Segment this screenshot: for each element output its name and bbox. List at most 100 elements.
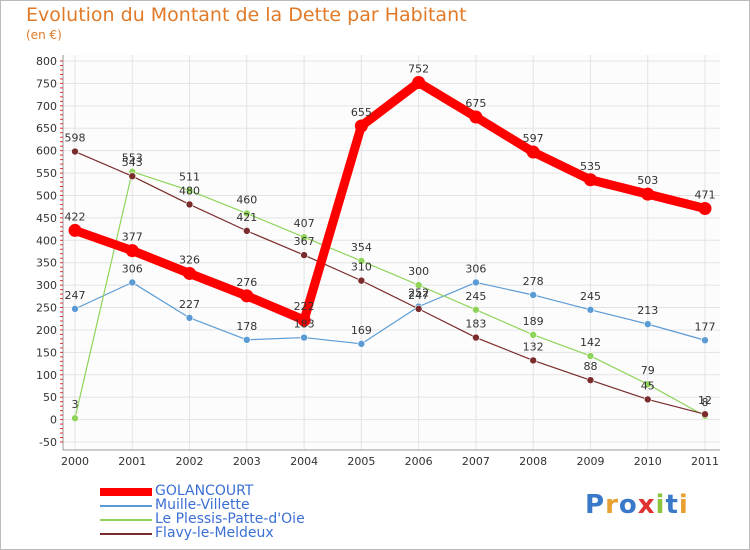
data-point	[414, 305, 423, 313]
logo-letter: i	[678, 490, 689, 520]
logo-letter: x	[637, 490, 656, 520]
data-point	[586, 352, 595, 360]
data-label: 79	[641, 364, 655, 377]
y-tick-label: -50	[39, 436, 57, 449]
x-tick-label: 2007	[462, 455, 490, 468]
y-tick-label: 700	[36, 100, 57, 113]
data-point	[529, 331, 537, 339]
data-point	[701, 410, 709, 419]
data-label: 306	[122, 262, 143, 275]
logo-letter: t	[665, 490, 679, 520]
logo-letter: r	[605, 490, 619, 520]
series-line-1	[74, 281, 706, 345]
data-point	[701, 336, 709, 345]
x-tick-label: 2008	[519, 455, 547, 468]
data-label: 169	[351, 324, 372, 337]
data-label: 247	[65, 289, 86, 302]
data-point	[529, 356, 537, 365]
x-tick-label: 2010	[634, 455, 662, 468]
data-label: 422	[65, 210, 86, 223]
y-tick-label: 500	[36, 189, 57, 202]
y-tick-label: 600	[36, 145, 57, 158]
data-point	[300, 251, 308, 259]
data-point	[71, 414, 79, 423]
data-point	[185, 186, 194, 195]
data-label: 88	[583, 360, 597, 373]
data-label: 354	[351, 241, 372, 254]
data-label: 535	[580, 160, 601, 173]
y-tick-label: 300	[36, 279, 57, 292]
data-point	[125, 244, 139, 258]
data-point	[583, 173, 597, 187]
x-tick-label: 2009	[576, 455, 604, 468]
data-label: 503	[637, 174, 658, 187]
legend-label: Le Plessis-Patte-d'Oie	[155, 511, 305, 527]
data-label: 8	[702, 396, 709, 409]
data-label: 675	[465, 97, 486, 110]
data-label: 377	[122, 231, 143, 244]
data-point	[185, 200, 194, 209]
data-label: 245	[465, 290, 486, 303]
legend-swatch	[100, 533, 152, 535]
data-point	[240, 289, 254, 303]
data-point	[71, 305, 79, 313]
x-tick-label: 2002	[176, 455, 204, 468]
y-tick-label: 100	[36, 369, 57, 382]
legend-swatch	[100, 488, 152, 496]
data-point	[526, 145, 540, 159]
data-label: 421	[236, 211, 257, 224]
data-point	[641, 187, 655, 201]
data-label: 276	[236, 276, 257, 289]
data-point	[472, 278, 480, 287]
data-point	[357, 257, 366, 265]
data-point	[698, 201, 712, 215]
data-label: 597	[523, 132, 544, 145]
data-point	[183, 266, 197, 280]
data-label: 471	[695, 188, 716, 201]
data-label: 189	[523, 315, 544, 328]
data-label: 278	[523, 275, 544, 288]
data-label: 12	[698, 394, 712, 407]
y-tick-label: 0	[50, 414, 57, 427]
data-point	[300, 333, 308, 342]
data-point	[357, 340, 366, 348]
y-tick-label: 800	[36, 55, 57, 68]
data-label: 367	[294, 235, 315, 248]
data-point	[297, 313, 311, 327]
data-label: 460	[236, 193, 257, 206]
y-tick-label: 750	[36, 77, 57, 90]
y-tick-label: 250	[36, 302, 57, 315]
data-label: 543	[122, 156, 143, 169]
data-label: 655	[351, 106, 372, 119]
data-label: 45	[641, 379, 655, 392]
data-label: 177	[695, 320, 716, 333]
series-line-2	[74, 171, 706, 419]
data-label: 142	[580, 336, 601, 349]
plot-area	[63, 55, 720, 450]
data-label: 310	[351, 261, 372, 274]
legend-label: Flavy-le-Meldeux	[155, 525, 274, 541]
data-point	[354, 119, 368, 133]
data-label: 480	[179, 184, 200, 197]
data-point	[68, 223, 82, 237]
data-point	[472, 333, 480, 342]
x-tick-label: 2006	[405, 455, 433, 468]
legend-swatch	[100, 519, 152, 521]
y-tick-label: 400	[36, 234, 57, 247]
data-point	[243, 227, 251, 235]
data-label: 247	[408, 289, 429, 302]
data-label: 553	[122, 152, 143, 165]
data-label: 598	[65, 132, 86, 145]
data-label: 183	[294, 318, 315, 331]
data-label: 132	[523, 340, 544, 353]
logo-letter: o	[618, 490, 638, 520]
x-tick-label: 2003	[233, 455, 261, 468]
chart-title: Evolution du Montant de la Dette par Hab…	[26, 4, 467, 26]
data-label: 222	[294, 300, 315, 313]
series-line-0	[70, 78, 710, 325]
data-label: 300	[408, 265, 429, 278]
data-point	[414, 281, 423, 289]
y-tick-label: 650	[36, 122, 57, 135]
data-label: 213	[637, 304, 658, 317]
legend-swatch	[100, 505, 152, 507]
